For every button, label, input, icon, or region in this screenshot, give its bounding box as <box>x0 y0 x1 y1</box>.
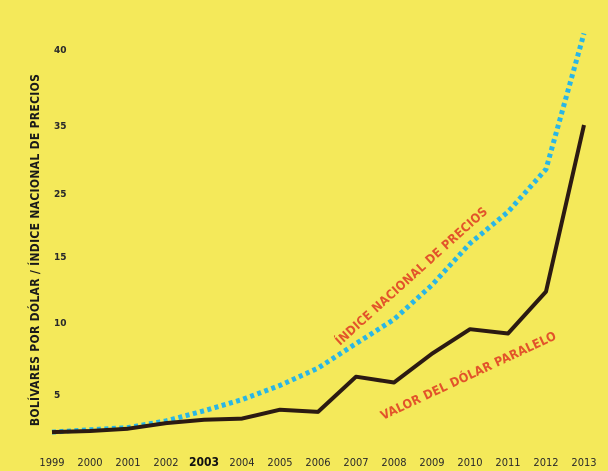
x-tick-2005: 2005 <box>267 456 292 469</box>
y-tick-35: 35 <box>54 121 67 132</box>
series-lines <box>51 32 587 435</box>
x-tick-2007: 2007 <box>343 456 368 469</box>
annotation-inpc: ÍNDICE NACIONAL DE PRECIOS <box>332 203 490 348</box>
y-tick-40: 40 <box>54 45 67 56</box>
x-tick-2006: 2006 <box>305 456 330 469</box>
x-tick-1999: 1999 <box>39 456 64 469</box>
x-tick-2011: 2011 <box>495 456 520 469</box>
x-tick-2013: 2013 <box>571 456 596 469</box>
y-tick-5: 5 <box>54 390 60 401</box>
x-tick-2002: 2002 <box>153 456 178 469</box>
series-line-inpc <box>51 32 587 435</box>
y-tick-25: 25 <box>54 189 67 200</box>
y-axis-label: BOLÍVARES POR DÓLAR / ÍNDICE NACIONAL DE… <box>27 74 42 426</box>
y-tick-10: 10 <box>54 318 67 329</box>
x-tick-2009: 2009 <box>419 456 444 469</box>
x-tick-2012: 2012 <box>533 456 558 469</box>
series-line-dolar-paralelo <box>51 124 586 435</box>
x-tick-labels: 1999 2000 2001 2002 2003 2004 2005 2006 2007 2008… <box>39 455 596 469</box>
x-tick-2001: 2001 <box>115 456 140 469</box>
x-tick-2008: 2008 <box>381 456 406 469</box>
x-tick-2003: 2003 <box>189 455 219 469</box>
y-tick-labels: 5 10 15 25 35 40 <box>54 45 67 401</box>
x-tick-2010: 2010 <box>457 456 482 469</box>
x-tick-2004: 2004 <box>229 456 254 469</box>
y-tick-15: 15 <box>54 252 67 263</box>
x-tick-2000: 2000 <box>77 456 102 469</box>
